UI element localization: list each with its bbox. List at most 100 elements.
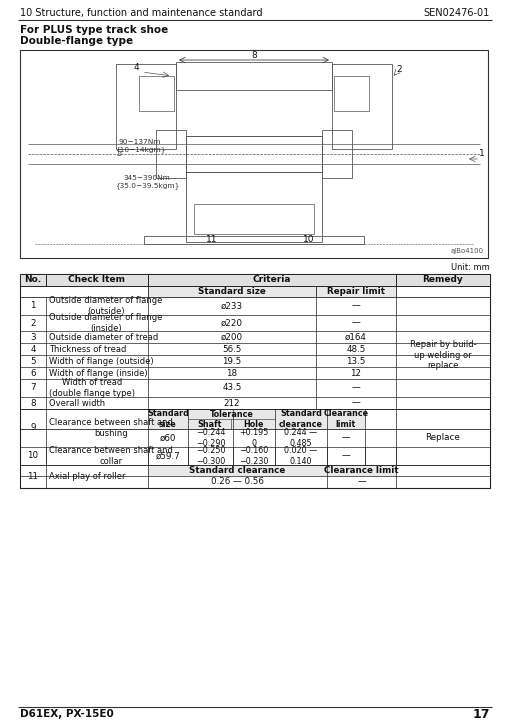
Text: 0.244 —
0.485: 0.244 — 0.485 [284, 428, 317, 448]
Text: 90−137Nm
{10−14kgm}: 90−137Nm {10−14kgm} [115, 139, 165, 153]
Text: ø200: ø200 [220, 333, 243, 342]
Text: Width of flange (inside): Width of flange (inside) [49, 368, 147, 378]
Text: —: — [351, 399, 360, 407]
Text: 9: 9 [30, 424, 36, 432]
Bar [186, 172, 321, 242]
Bar [333, 76, 369, 111]
Text: 10: 10 [27, 451, 39, 461]
Text: D61EX, PX-15E0: D61EX, PX-15E0 [20, 709, 114, 719]
Text: Shaft: Shaft [197, 420, 221, 429]
Text: 5: 5 [30, 357, 36, 365]
Text: Replace: Replace [425, 432, 460, 441]
Text: Thickness of tread: Thickness of tread [49, 344, 126, 354]
Text: ø220: ø220 [220, 318, 242, 328]
Text: aJBo4100: aJBo4100 [450, 248, 483, 254]
Text: 11: 11 [27, 472, 38, 481]
Text: +0.195
0: +0.195 0 [239, 428, 268, 448]
Text: −0.250
−0.300: −0.250 −0.300 [195, 446, 225, 466]
Text: Outside diameter of flange
(inside): Outside diameter of flange (inside) [49, 313, 162, 333]
Text: −0.244
−0.290: −0.244 −0.290 [195, 428, 225, 448]
Text: 11: 11 [206, 235, 217, 245]
Text: Clearance between shaft and
collar: Clearance between shaft and collar [49, 446, 173, 466]
Bar [139, 76, 174, 111]
Text: Remedy: Remedy [422, 276, 463, 284]
Text: 3: 3 [30, 333, 36, 342]
Text: Unit: mm: Unit: mm [450, 264, 489, 272]
Bar [186, 136, 321, 172]
Text: 1: 1 [30, 302, 36, 310]
Text: ø59.7: ø59.7 [155, 451, 180, 461]
Bar [148, 409, 364, 429]
Text: Standard
size: Standard size [147, 409, 188, 429]
Bar [20, 274, 489, 488]
Text: 43.5: 43.5 [222, 383, 241, 393]
Text: 10: 10 [303, 235, 314, 245]
Text: 0.020 —
0.140: 0.020 — 0.140 [284, 446, 317, 466]
Bar [321, 130, 351, 178]
Text: Repair by build-
up welding or
replace: Repair by build- up welding or replace [409, 340, 475, 370]
Text: Width of flange (outside): Width of flange (outside) [49, 357, 153, 365]
Text: —: — [351, 383, 360, 393]
Text: Width of tread
(double flange type): Width of tread (double flange type) [49, 378, 135, 398]
Text: 2: 2 [30, 318, 36, 328]
Text: Tolerance: Tolerance [209, 410, 253, 419]
Text: Outside diameter of flange
(outside): Outside diameter of flange (outside) [49, 296, 162, 316]
Text: 212: 212 [223, 399, 240, 407]
Text: Check Item: Check Item [68, 276, 125, 284]
Bar [331, 64, 391, 149]
Text: Clearance between shaft and
bushing: Clearance between shaft and bushing [49, 418, 173, 438]
Bar [176, 62, 331, 90]
Bar [193, 204, 314, 234]
Text: Axial play of roller: Axial play of roller [49, 472, 125, 481]
Text: 6: 6 [30, 368, 36, 378]
Text: ø60: ø60 [159, 433, 176, 443]
Text: 1: 1 [478, 149, 484, 159]
Bar [116, 64, 176, 149]
Bar [144, 236, 363, 244]
Text: 345−390Nm
{35.0−39.5kgm}: 345−390Nm {35.0−39.5kgm} [115, 175, 179, 189]
Bar [20, 50, 487, 258]
Text: No.: No. [24, 276, 41, 284]
Text: ø233: ø233 [220, 302, 243, 310]
Text: 48.5: 48.5 [346, 344, 365, 354]
Text: 10 Structure, function and maintenance standard: 10 Structure, function and maintenance s… [20, 8, 262, 18]
Text: 4: 4 [30, 344, 36, 354]
Text: 13.5: 13.5 [346, 357, 365, 365]
Text: 7: 7 [30, 383, 36, 393]
Text: Double-flange type: Double-flange type [20, 36, 133, 46]
Text: Outside diameter of tread: Outside diameter of tread [49, 333, 158, 342]
Text: Standard clearance: Standard clearance [189, 466, 285, 475]
Bar [148, 286, 395, 297]
Text: 4: 4 [133, 64, 138, 72]
Text: Clearance limit: Clearance limit [324, 466, 398, 475]
Text: Repair limit: Repair limit [326, 287, 384, 296]
Text: —: — [351, 302, 360, 310]
Text: 8: 8 [30, 399, 36, 407]
Bar [156, 130, 186, 178]
Text: 19.5: 19.5 [222, 357, 241, 365]
Text: Standard size: Standard size [197, 287, 265, 296]
Text: —: — [351, 318, 360, 328]
Text: ø164: ø164 [345, 333, 366, 342]
Text: For PLUS type track shoe: For PLUS type track shoe [20, 25, 168, 35]
Text: 2: 2 [395, 66, 401, 74]
Text: 17: 17 [471, 708, 489, 721]
Bar [148, 465, 326, 476]
Text: 12: 12 [350, 368, 361, 378]
Text: —: — [341, 433, 350, 443]
Text: 5: 5 [116, 149, 121, 159]
Text: −0.160
−0.230: −0.160 −0.230 [239, 446, 268, 466]
Text: Hole: Hole [242, 420, 263, 429]
Text: 0.26 — 0.56: 0.26 — 0.56 [211, 477, 264, 487]
Text: Standard
clearance: Standard clearance [278, 409, 322, 429]
Text: Overall width: Overall width [49, 399, 105, 407]
Text: Criteria: Criteria [252, 276, 291, 284]
Text: Clearance
limit: Clearance limit [323, 409, 368, 429]
Text: SEN02476-01: SEN02476-01 [423, 8, 489, 18]
Text: —: — [356, 477, 365, 487]
Text: 18: 18 [226, 368, 237, 378]
Text: —: — [341, 451, 350, 461]
Text: 56.5: 56.5 [222, 344, 241, 354]
Text: 8: 8 [250, 51, 257, 61]
Bar [326, 465, 395, 476]
